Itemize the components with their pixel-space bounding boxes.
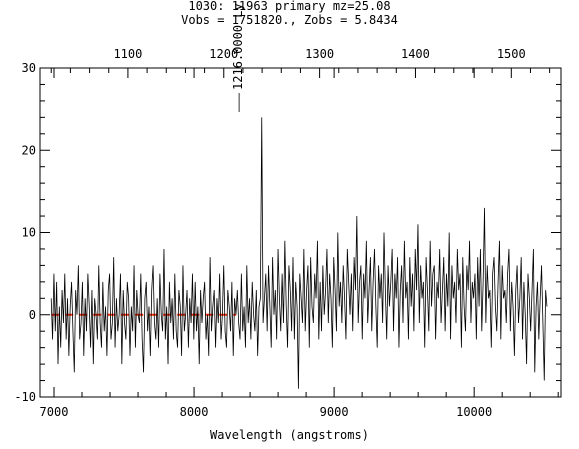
chart-title-line-2: Vobs = 1751820., Zobs = 5.8434 [181, 13, 398, 27]
x-tick-label: 7000 [40, 405, 69, 419]
x-tick-label: 10000 [456, 405, 492, 419]
plot-frame [39, 67, 562, 398]
x-tick-label: 9000 [320, 405, 349, 419]
x-tick-label: 8000 [180, 405, 209, 419]
y-tick-label: -10 [14, 390, 36, 404]
top-tick-label: 1500 [497, 47, 526, 61]
flux-series [50, 117, 548, 389]
top-tick-label: 1300 [305, 47, 334, 61]
top-tick-label: 1200 [209, 47, 238, 61]
y-tick-label: 0 [29, 308, 36, 322]
line-annotations: 1216.0000 Ly alpha [231, 0, 245, 112]
flux-line [50, 117, 548, 389]
x-axis-label: Wavelength (angstroms) [210, 428, 369, 442]
y-tick-label: 20 [22, 143, 36, 157]
top-tick-label: 1100 [113, 47, 142, 61]
tick-labels: 7000 8000 9000 10000 1100 1200 1300 1400 1500 -10… [14, 47, 525, 419]
y-tick-label: 10 [22, 226, 36, 240]
y-tick-label: 30 [22, 61, 36, 75]
top-tick-label: 1400 [401, 47, 430, 61]
axis-ticks [40, 67, 561, 398]
annotation-label: 1216.0000 Ly alpha [231, 0, 245, 90]
chart-title-line-1: 1030: 11963 primary mz=25.08 [188, 0, 391, 13]
